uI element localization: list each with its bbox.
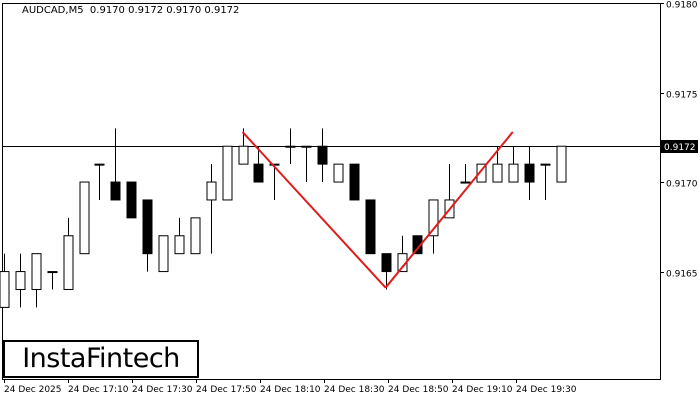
bullish-candle: [269, 163, 280, 166]
bearish-candle: [142, 199, 153, 255]
x-axis-tick-label: 24 Dec 18:50: [388, 385, 449, 395]
x-axis-tick-label: 24 Dec 17:50: [196, 385, 257, 395]
bullish-candle: [0, 271, 10, 308]
bullish-candle: [47, 271, 58, 274]
bullish-candle: [94, 163, 105, 166]
bullish-candle: [476, 163, 487, 183]
bullish-candle: [556, 145, 567, 183]
bearish-candle: [365, 199, 376, 255]
y-axis-tick-label: 0.9180: [666, 1, 698, 11]
bullish-candle: [492, 163, 503, 183]
bearish-candle: [126, 181, 137, 219]
y-axis-tick-label: 0.9175: [666, 91, 698, 101]
bullish-candle: [428, 199, 439, 237]
x-axis-tick-label: 24 Dec 19:30: [516, 385, 577, 395]
bullish-candle: [222, 145, 233, 201]
bearish-candle: [412, 235, 423, 255]
bullish-candle: [285, 145, 296, 148]
current-price-label-box: [661, 140, 698, 153]
brand-logo: InstaFintech: [3, 340, 199, 378]
bullish-candle: [301, 145, 312, 148]
y-axis-tick-label: 0.9165: [666, 270, 698, 280]
bearish-candle: [253, 163, 264, 183]
bullish-candle: [31, 253, 42, 290]
bullish-candle: [540, 163, 551, 166]
bullish-candle: [206, 181, 217, 201]
bullish-candle: [63, 235, 74, 290]
x-axis-tick-label: 24 Dec 17:10: [68, 385, 129, 395]
plot-frame: [2, 3, 661, 380]
chart-symbol-info: AUDCAD,M5 0.9170 0.9172 0.9170 0.9172: [22, 5, 240, 16]
bullish-candle: [174, 235, 185, 255]
bullish-candle: [15, 271, 26, 290]
y-axis-tick-label: 0.9170: [666, 180, 698, 190]
bullish-candle: [508, 163, 519, 183]
bearish-candle: [381, 253, 392, 273]
bullish-candle: [333, 163, 344, 183]
x-axis-tick-label: 24 Dec 19:10: [452, 385, 513, 395]
pattern-line: [241, 131, 387, 289]
current-price-label: 0.9172: [664, 143, 696, 153]
x-axis-tick-label: 24 Dec 18:30: [324, 385, 385, 395]
x-axis-tick-label: 24 Dec 18:10: [260, 385, 321, 395]
bearish-candle: [349, 163, 360, 201]
bearish-candle: [524, 163, 535, 183]
bullish-candle: [79, 181, 90, 255]
bullish-candle: [190, 217, 201, 255]
pattern-line: [384, 131, 514, 289]
bullish-candle: [460, 181, 471, 184]
bearish-candle: [110, 181, 121, 201]
x-axis-tick-label: 24 Dec 2025: [4, 385, 62, 395]
bullish-candle: [158, 235, 169, 273]
bullish-candle: [238, 145, 249, 165]
x-axis-tick-label: 24 Dec 17:30: [132, 385, 193, 395]
bearish-candle: [317, 145, 328, 165]
